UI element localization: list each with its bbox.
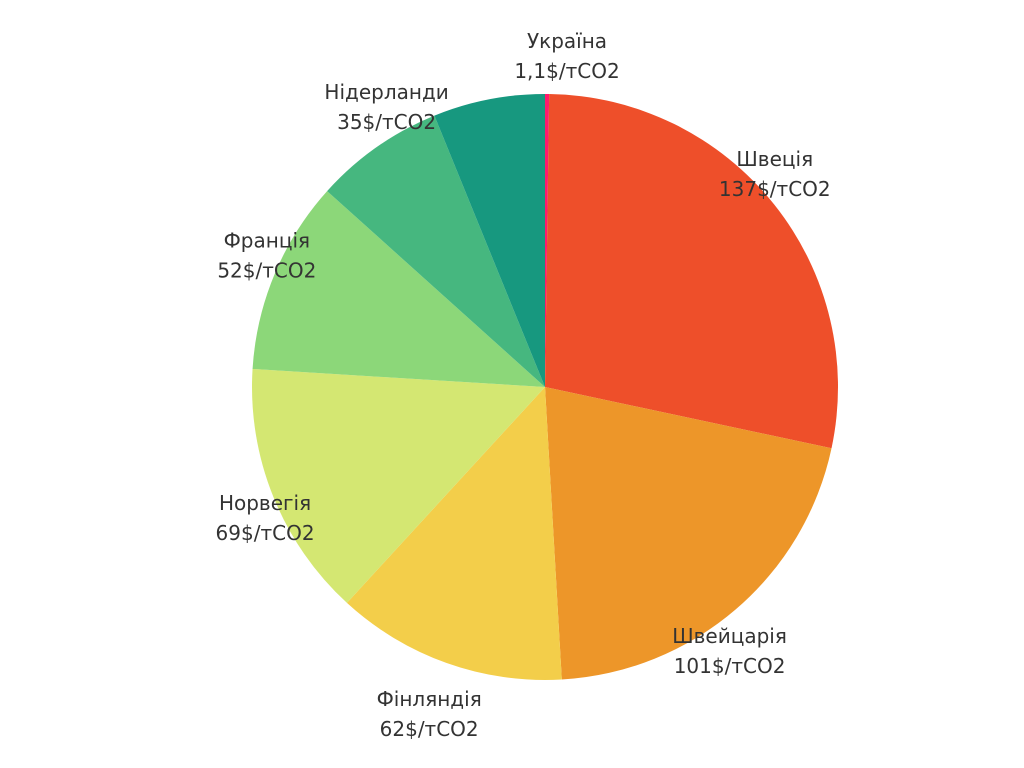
slice-name: Фінляндія bbox=[377, 687, 482, 711]
slice-value-label: 52$/тCO2 bbox=[217, 259, 316, 283]
slice-name: Нідерланди bbox=[324, 80, 448, 104]
slice-name: Франція bbox=[224, 229, 310, 253]
slice-1 bbox=[545, 94, 550, 387]
slice-value-label: 35$/тCO2 bbox=[337, 110, 436, 134]
slice-value-label: 137$/тCO2 bbox=[719, 177, 831, 201]
slice-value-label: 101$/тCO2 bbox=[674, 654, 786, 678]
slice-6 bbox=[252, 191, 545, 387]
slice-4 bbox=[346, 387, 562, 680]
slice-7 bbox=[327, 115, 545, 387]
slice-label-7: Нідерланди 35$/тCO2 bbox=[324, 80, 448, 134]
slice-name: Україна bbox=[527, 29, 607, 53]
slice-label-4: Фінляндія 62$/тCO2 bbox=[377, 687, 482, 741]
slice-name: Норвегія bbox=[219, 491, 311, 515]
pie-labels: Україна 1,1$/тCO2 Швеція 137$/тCO2 Швейцарія… bbox=[216, 29, 831, 741]
slice-3 bbox=[545, 387, 832, 680]
slice-value-label: 62$/тCO2 bbox=[380, 717, 479, 741]
slice-5 bbox=[251, 368, 545, 603]
pie-slices bbox=[251, 94, 838, 680]
slice-value-label: 1,1$/тCO2 bbox=[514, 59, 619, 83]
slice-value-label: 69$/тCO2 bbox=[216, 521, 315, 545]
slice-name: Швеція bbox=[736, 147, 813, 171]
slice-8 bbox=[434, 94, 545, 387]
slice-label-2: Швеція 137$/тCO2 bbox=[719, 147, 831, 201]
slice-2 bbox=[545, 94, 838, 449]
slice-label-6: Франція 52$/тCO2 bbox=[217, 229, 316, 283]
slice-label-5: Норвегія 69$/тCO2 bbox=[216, 491, 315, 545]
slice-label-3: Швейцарія 101$/тCO2 bbox=[672, 624, 787, 678]
slice-label-1: Україна 1,1$/тCO2 bbox=[514, 29, 619, 83]
slice-name: Швейцарія bbox=[672, 624, 787, 648]
